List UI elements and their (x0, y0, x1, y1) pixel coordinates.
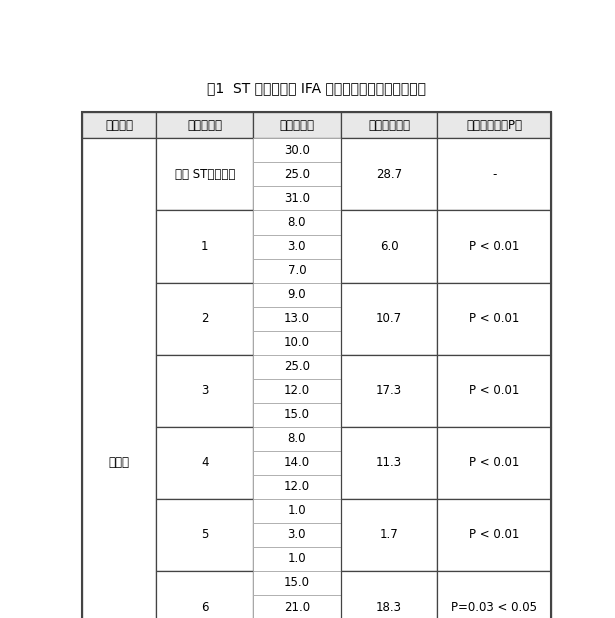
Text: 11.3: 11.3 (376, 456, 402, 469)
Text: 17.3: 17.3 (376, 384, 402, 397)
Bar (341, 571, 437, 618)
Bar (341, 211, 437, 282)
Bar (156, 427, 253, 499)
Text: 25.0: 25.0 (284, 360, 310, 373)
Bar (253, 571, 341, 595)
Bar (253, 234, 341, 258)
Text: P < 0.01: P < 0.01 (469, 312, 520, 325)
Text: 6.0: 6.0 (379, 240, 399, 253)
Text: 7.0: 7.0 (288, 264, 306, 277)
Text: 12.0: 12.0 (284, 480, 310, 493)
Bar (437, 211, 551, 282)
Bar (156, 282, 253, 355)
Text: 荧光斑平均数: 荧光斑平均数 (368, 119, 410, 132)
Text: -: - (492, 168, 496, 181)
Text: 表1  ST 单克隆细胞 IFA 染色荧光斑数目结果及比较: 表1 ST 单克隆细胞 IFA 染色荧光斑数目结果及比较 (207, 82, 426, 95)
Text: 10.7: 10.7 (376, 312, 402, 325)
Bar (156, 211, 253, 282)
Text: 1.0: 1.0 (288, 504, 306, 517)
Bar (253, 403, 341, 427)
Text: 细胞株名称: 细胞株名称 (187, 119, 222, 132)
Text: 30.0: 30.0 (284, 144, 310, 157)
Text: 统计学比较（P）: 统计学比较（P） (466, 119, 522, 132)
Bar (341, 112, 437, 138)
Text: 18.3: 18.3 (376, 601, 402, 614)
Bar (253, 379, 341, 403)
Bar (341, 282, 437, 355)
Text: 3.0: 3.0 (288, 528, 306, 541)
Text: 21.0: 21.0 (284, 601, 310, 614)
Bar (437, 499, 551, 571)
Bar (253, 499, 341, 523)
Bar (156, 571, 253, 618)
Text: 8.0: 8.0 (288, 432, 306, 446)
Text: 6: 6 (201, 601, 208, 614)
Text: 15.0: 15.0 (284, 577, 310, 590)
Text: 1: 1 (201, 240, 208, 253)
Bar (437, 355, 551, 427)
Text: P < 0.01: P < 0.01 (469, 240, 520, 253)
Bar (253, 307, 341, 331)
Text: 3: 3 (201, 384, 208, 397)
Bar (341, 355, 437, 427)
Text: 14.0: 14.0 (284, 456, 310, 469)
Text: 5: 5 (201, 528, 208, 541)
Bar (253, 355, 341, 379)
Bar (82, 112, 156, 138)
Text: 1.7: 1.7 (379, 528, 399, 541)
Text: 荧光斑数目: 荧光斑数目 (279, 119, 314, 132)
Text: 3.0: 3.0 (288, 240, 306, 253)
Bar (253, 211, 341, 234)
Text: 实验一: 实验一 (109, 456, 130, 469)
Text: P=0.03 < 0.05: P=0.03 < 0.05 (451, 601, 537, 614)
Text: 10.0: 10.0 (284, 336, 310, 349)
Bar (341, 138, 437, 211)
Bar (253, 138, 341, 163)
Bar (253, 451, 341, 475)
Bar (253, 523, 341, 547)
Bar (253, 163, 341, 187)
Bar (156, 138, 253, 211)
Text: 1.0: 1.0 (288, 552, 306, 565)
Text: 12.0: 12.0 (284, 384, 310, 397)
Text: 15.0: 15.0 (284, 408, 310, 421)
Bar (253, 187, 341, 211)
Bar (437, 138, 551, 211)
Text: 正常 ST（阳性）: 正常 ST（阳性） (175, 168, 235, 181)
Text: 25.0: 25.0 (284, 168, 310, 181)
Bar (156, 355, 253, 427)
Bar (341, 499, 437, 571)
Text: 31.0: 31.0 (284, 192, 310, 205)
Text: 实验顺序: 实验顺序 (105, 119, 133, 132)
Bar (253, 547, 341, 571)
Text: 28.7: 28.7 (376, 168, 402, 181)
Bar (253, 282, 341, 307)
Bar (82, 138, 156, 618)
Text: P < 0.01: P < 0.01 (469, 528, 520, 541)
Bar (253, 595, 341, 618)
Bar (437, 112, 551, 138)
Bar (253, 427, 341, 451)
Bar (437, 571, 551, 618)
Bar (253, 331, 341, 355)
Bar (156, 499, 253, 571)
Text: 8.0: 8.0 (288, 216, 306, 229)
Bar (156, 112, 253, 138)
Text: P < 0.01: P < 0.01 (469, 456, 520, 469)
Text: 13.0: 13.0 (284, 312, 310, 325)
Bar (341, 427, 437, 499)
Text: 9.0: 9.0 (288, 288, 306, 301)
Bar (437, 282, 551, 355)
Bar (253, 112, 341, 138)
Text: 2: 2 (201, 312, 208, 325)
Text: P < 0.01: P < 0.01 (469, 384, 520, 397)
Bar (253, 258, 341, 282)
Bar (437, 427, 551, 499)
Bar (253, 475, 341, 499)
Text: 4: 4 (201, 456, 208, 469)
